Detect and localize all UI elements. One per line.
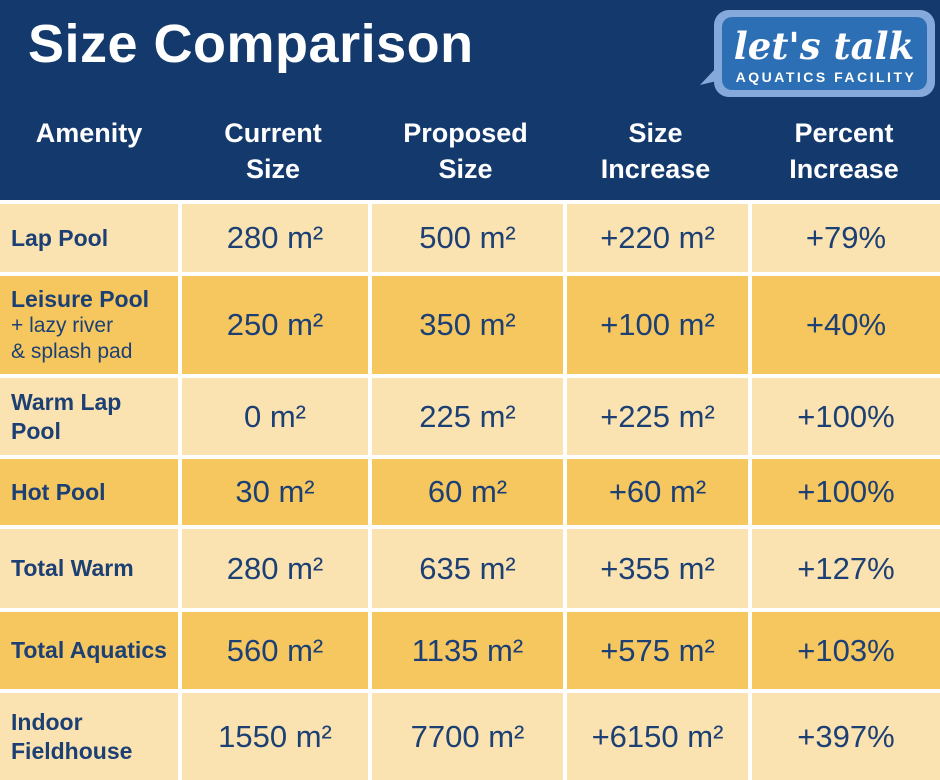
proposed-size-cell: 500 m² [372,204,563,272]
table-row-amenity-cell: Lap Pool [0,204,178,272]
proposed-size-cell: 60 m² [372,459,563,525]
table-row-amenity-cell: Leisure Pool + lazy river & splash pad [0,276,178,374]
header-band: Size Comparison let's talk AQUATICS FACI… [0,0,940,200]
current-size-cell: 1550 m² [182,693,368,780]
current-size-cell: 30 m² [182,459,368,525]
column-header-current-size: Current Size [224,118,322,184]
comparison-table: Lap Pool 280 m² 500 m² +220 m² +79% Leis… [0,200,940,780]
column-header-proposed-size: Proposed Size [403,118,528,184]
size-increase-cell: +6150 m² [567,693,748,780]
percent-increase-cell: +397% [752,693,940,780]
percent-increase-cell: +100% [752,459,940,525]
percent-increase-cell: +100% [752,378,940,455]
lets-talk-logo: let's talk AQUATICS FACILITY [700,10,935,97]
size-increase-cell: +100 m² [567,276,748,374]
column-header-percent-increase: Percent Increase [789,118,899,184]
table-row-amenity-cell: Indoor Fieldhouse [0,693,178,780]
amenity-label: Total Aquatics [11,637,167,664]
speech-bubble-inner [722,17,927,90]
current-size-cell: 280 m² [182,529,368,608]
table-row-amenity-cell: Total Warm [0,529,178,608]
amenity-label: Lap Pool [11,224,109,251]
size-increase-cell: +60 m² [567,459,748,525]
logo-script-text: let's talk [734,24,914,68]
current-size-cell: 0 m² [182,378,368,455]
size-increase-cell: +225 m² [567,378,748,455]
proposed-size-cell: 225 m² [372,378,563,455]
current-size-cell: 280 m² [182,204,368,272]
page-title: Size Comparison [28,14,474,74]
amenity-sublabel: + lazy river & splash pad [11,313,133,364]
proposed-size-cell: 7700 m² [372,693,563,780]
size-increase-cell: +220 m² [567,204,748,272]
table-row-amenity-cell: Total Aquatics [0,612,178,689]
logo-subtitle-text: AQUATICS FACILITY [736,69,917,85]
percent-increase-cell: +79% [752,204,940,272]
current-size-cell: 560 m² [182,612,368,689]
column-header-size-increase: Size Increase [600,118,711,184]
amenity-label: Indoor Fieldhouse [11,709,133,764]
proposed-size-cell: 1135 m² [372,612,563,689]
proposed-size-cell: 350 m² [372,276,563,374]
percent-increase-cell: +103% [752,612,940,689]
amenity-label: Hot Pool [11,478,106,505]
table-header-row: Amenity Current Size Proposed Size Size … [0,108,940,188]
proposed-size-cell: 635 m² [372,529,563,608]
size-increase-cell: +355 m² [567,529,748,608]
percent-increase-cell: +127% [752,529,940,608]
column-header-amenity: Amenity [35,118,143,148]
table-row-amenity-cell: Warm Lap Pool [0,378,178,455]
amenity-label: Total Warm [11,555,134,582]
table-row-amenity-cell: Hot Pool [0,459,178,525]
amenity-label: Leisure Pool [11,285,150,312]
percent-increase-cell: +40% [752,276,940,374]
size-increase-cell: +575 m² [567,612,748,689]
current-size-cell: 250 m² [182,276,368,374]
amenity-label: Warm Lap Pool [11,389,122,444]
